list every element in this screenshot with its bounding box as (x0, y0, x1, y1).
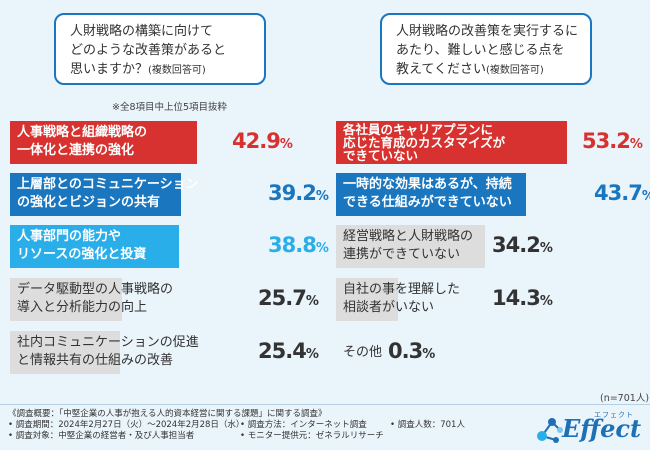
bar-row: 各社員のキャリアプランに 応じた育成のカスタマイズが できていない 53.2% (336, 121, 643, 164)
value-unit: % (642, 189, 650, 204)
right-question-line: あたり、難しいと感じる点を (396, 43, 565, 58)
value-number: 0.3 (388, 339, 423, 363)
value-unit: % (629, 137, 643, 152)
left-question-line: どのような改善策があると (70, 43, 227, 58)
bar: データ駆動型の人事戦略の 導入と分析能力の向上 (10, 278, 174, 321)
bar: 人事部門の能力やリソースの強化と投資 (10, 225, 179, 268)
logo-wordmark: Effect (562, 414, 642, 443)
bar-label: リソースの強化と投資 (17, 247, 147, 262)
bar-label: 一体化と連携の強化 (17, 143, 135, 158)
survey-title: 《調査概要：「中堅企業の人事が抱える人的資本経営に関する課題」に関する調査》 (8, 409, 327, 419)
bar-label: 相談者がいない (343, 300, 435, 315)
bar: その他 (343, 345, 383, 360)
bar-row: 上層部とのコミュニケーション の強化とビジョンの共有 39.2% (10, 173, 329, 216)
right-question-line-text: 教えてください (396, 62, 486, 77)
left-note: ※全8項目中上位5項目抜粋 (112, 102, 228, 113)
value-unit: % (305, 347, 319, 362)
bar-label: と情報共有の仕組みの改善 (17, 353, 174, 368)
left-panel: 人財戦略の構築に向けて どのような改善策があると 思いますか？(複数回答可) ※… (4, 5, 329, 375)
survey-method: • 調査方法：インターネット調査 (240, 420, 367, 430)
value-label: 34.2% (492, 233, 553, 257)
value-number: 25.4 (258, 339, 307, 363)
bar: 上層部とのコミュニケーション の強化とビジョンの共有 (10, 173, 199, 216)
bar-row: データ駆動型の人事戦略の 導入と分析能力の向上 25.7% (10, 278, 319, 321)
value-label: 42.9% (232, 129, 293, 153)
bar-label: 各社員のキャリアプランに (343, 122, 494, 137)
value-number: 42.9 (232, 129, 281, 153)
value-label: 43.7% (594, 181, 650, 205)
bar: 自社の事を理解した 相談者がいない (336, 278, 461, 321)
left-question-box: 人財戦略の構築に向けて どのような改善策があると 思いますか？(複数回答可) (54, 13, 266, 85)
bar-label: 社内コミュニケーションの促進 (17, 335, 199, 350)
value-number: 53.2 (582, 129, 631, 153)
value-number: 25.7 (258, 286, 307, 310)
bar-label: 人事戦略と組織戦略の (17, 125, 148, 140)
bar-row: 人事部門の能力やリソースの強化と投資 38.8% (10, 225, 329, 268)
bar-label: データ駆動型の人事戦略の (17, 282, 174, 297)
molecule-icon (537, 418, 563, 443)
right-panel: 人財戦略の改善策を実行するに あたり、難しいと感じる点を 教えてください(複数回… (330, 5, 650, 375)
value-label: 39.2% (268, 181, 329, 205)
bar-label: できる仕組みができていない (343, 195, 512, 210)
value-label: 53.2% (582, 129, 643, 153)
bar-label: 上層部とのコミュニケーション (17, 177, 199, 192)
logo-ruby: エフェクト (594, 411, 634, 419)
value-unit: % (315, 241, 329, 256)
footer-divider (0, 404, 650, 405)
bar-label: 人事部門の能力や (17, 229, 122, 244)
bar-row: 経営戦略と人財戦略の 連携ができていない 34.2% (336, 225, 642, 268)
survey-count: • 調査人数：701人 (390, 420, 465, 430)
left-question-line: 人財戦略の構築に向けて (70, 24, 214, 39)
left-question-line: 思いますか？(複数回答可) (70, 60, 254, 80)
bar: 各社員のキャリアプランに 応じた育成のカスタマイズが できていない (336, 121, 568, 164)
bar-label: 連携ができていない (343, 247, 461, 262)
value-label: 0.3% (388, 339, 435, 363)
bar-label: の強化とビジョンの共有 (17, 195, 161, 210)
bar-label: 自社の事を理解した (343, 282, 461, 297)
value-label: 25.7% (258, 286, 319, 310)
value-number: 14.3 (492, 286, 541, 310)
left-question-note: (複数回答可) (148, 65, 206, 76)
right-question-note: (複数回答可) (485, 65, 544, 76)
bar-label: 一時的な効果はあるが、持続 (343, 177, 512, 192)
bar-label: 応じた育成のカスタマイズが (343, 135, 506, 150)
value-number: 34.2 (492, 233, 541, 257)
value-label: 14.3% (492, 286, 553, 310)
bar-label: できていない (343, 148, 419, 163)
value-number: 38.8 (268, 233, 317, 257)
effect-logo: エフェクト Effect (534, 410, 646, 446)
sample-size: (n=701人) (600, 393, 650, 404)
value-unit: % (539, 241, 553, 256)
bar: 一時的な効果はあるが、持続 できる仕組みができていない (336, 173, 527, 216)
bar-label: 導入と分析能力の向上 (17, 300, 148, 315)
value-number: 39.2 (268, 181, 317, 205)
value-unit: % (422, 347, 436, 362)
bar-label: 経営戦略と人財戦略の (343, 229, 474, 244)
bar: 社内コミュニケーションの促進 と情報共有の仕組みの改善 (10, 331, 199, 374)
right-question-line: 人財戦略の改善策を実行するに (396, 24, 579, 39)
survey-target: • 調査対象：中堅企業の経営者・及び人事担当者 (8, 431, 195, 441)
value-unit: % (539, 294, 553, 309)
bar: 経営戦略と人財戦略の 連携ができていない (336, 225, 485, 268)
survey-provider: • モニター提供元：ゼネラルリサーチ (240, 431, 384, 441)
left-question-line-text: 思いますか？ (70, 62, 149, 77)
bar-row: その他 0.3% (336, 331, 642, 374)
right-question-line: 教えてください(複数回答可) (396, 60, 580, 80)
value-label: 38.8% (268, 233, 329, 257)
right-question-box: 人財戦略の改善策を実行するに あたり、難しいと感じる点を 教えてください(複数回… (380, 13, 592, 85)
value-unit: % (279, 137, 293, 152)
value-unit: % (305, 294, 319, 309)
survey-period: • 調査期間：2024年2月27日（火）〜2024年2月28日（水） (8, 420, 245, 430)
bar-row: 自社の事を理解した 相談者がいない 14.3% (336, 278, 642, 321)
bar-row: 人事戦略と組織戦略の 一体化と連携の強化 42.9% (10, 121, 316, 164)
value-label: 25.4% (258, 339, 319, 363)
value-number: 43.7 (594, 181, 643, 205)
bar-row: 社内コミュニケーションの促進 と情報共有の仕組みの改善 25.4% (10, 331, 319, 374)
value-unit: % (315, 189, 329, 204)
bar: 人事戦略と組織戦略の 一体化と連携の強化 (10, 121, 197, 164)
